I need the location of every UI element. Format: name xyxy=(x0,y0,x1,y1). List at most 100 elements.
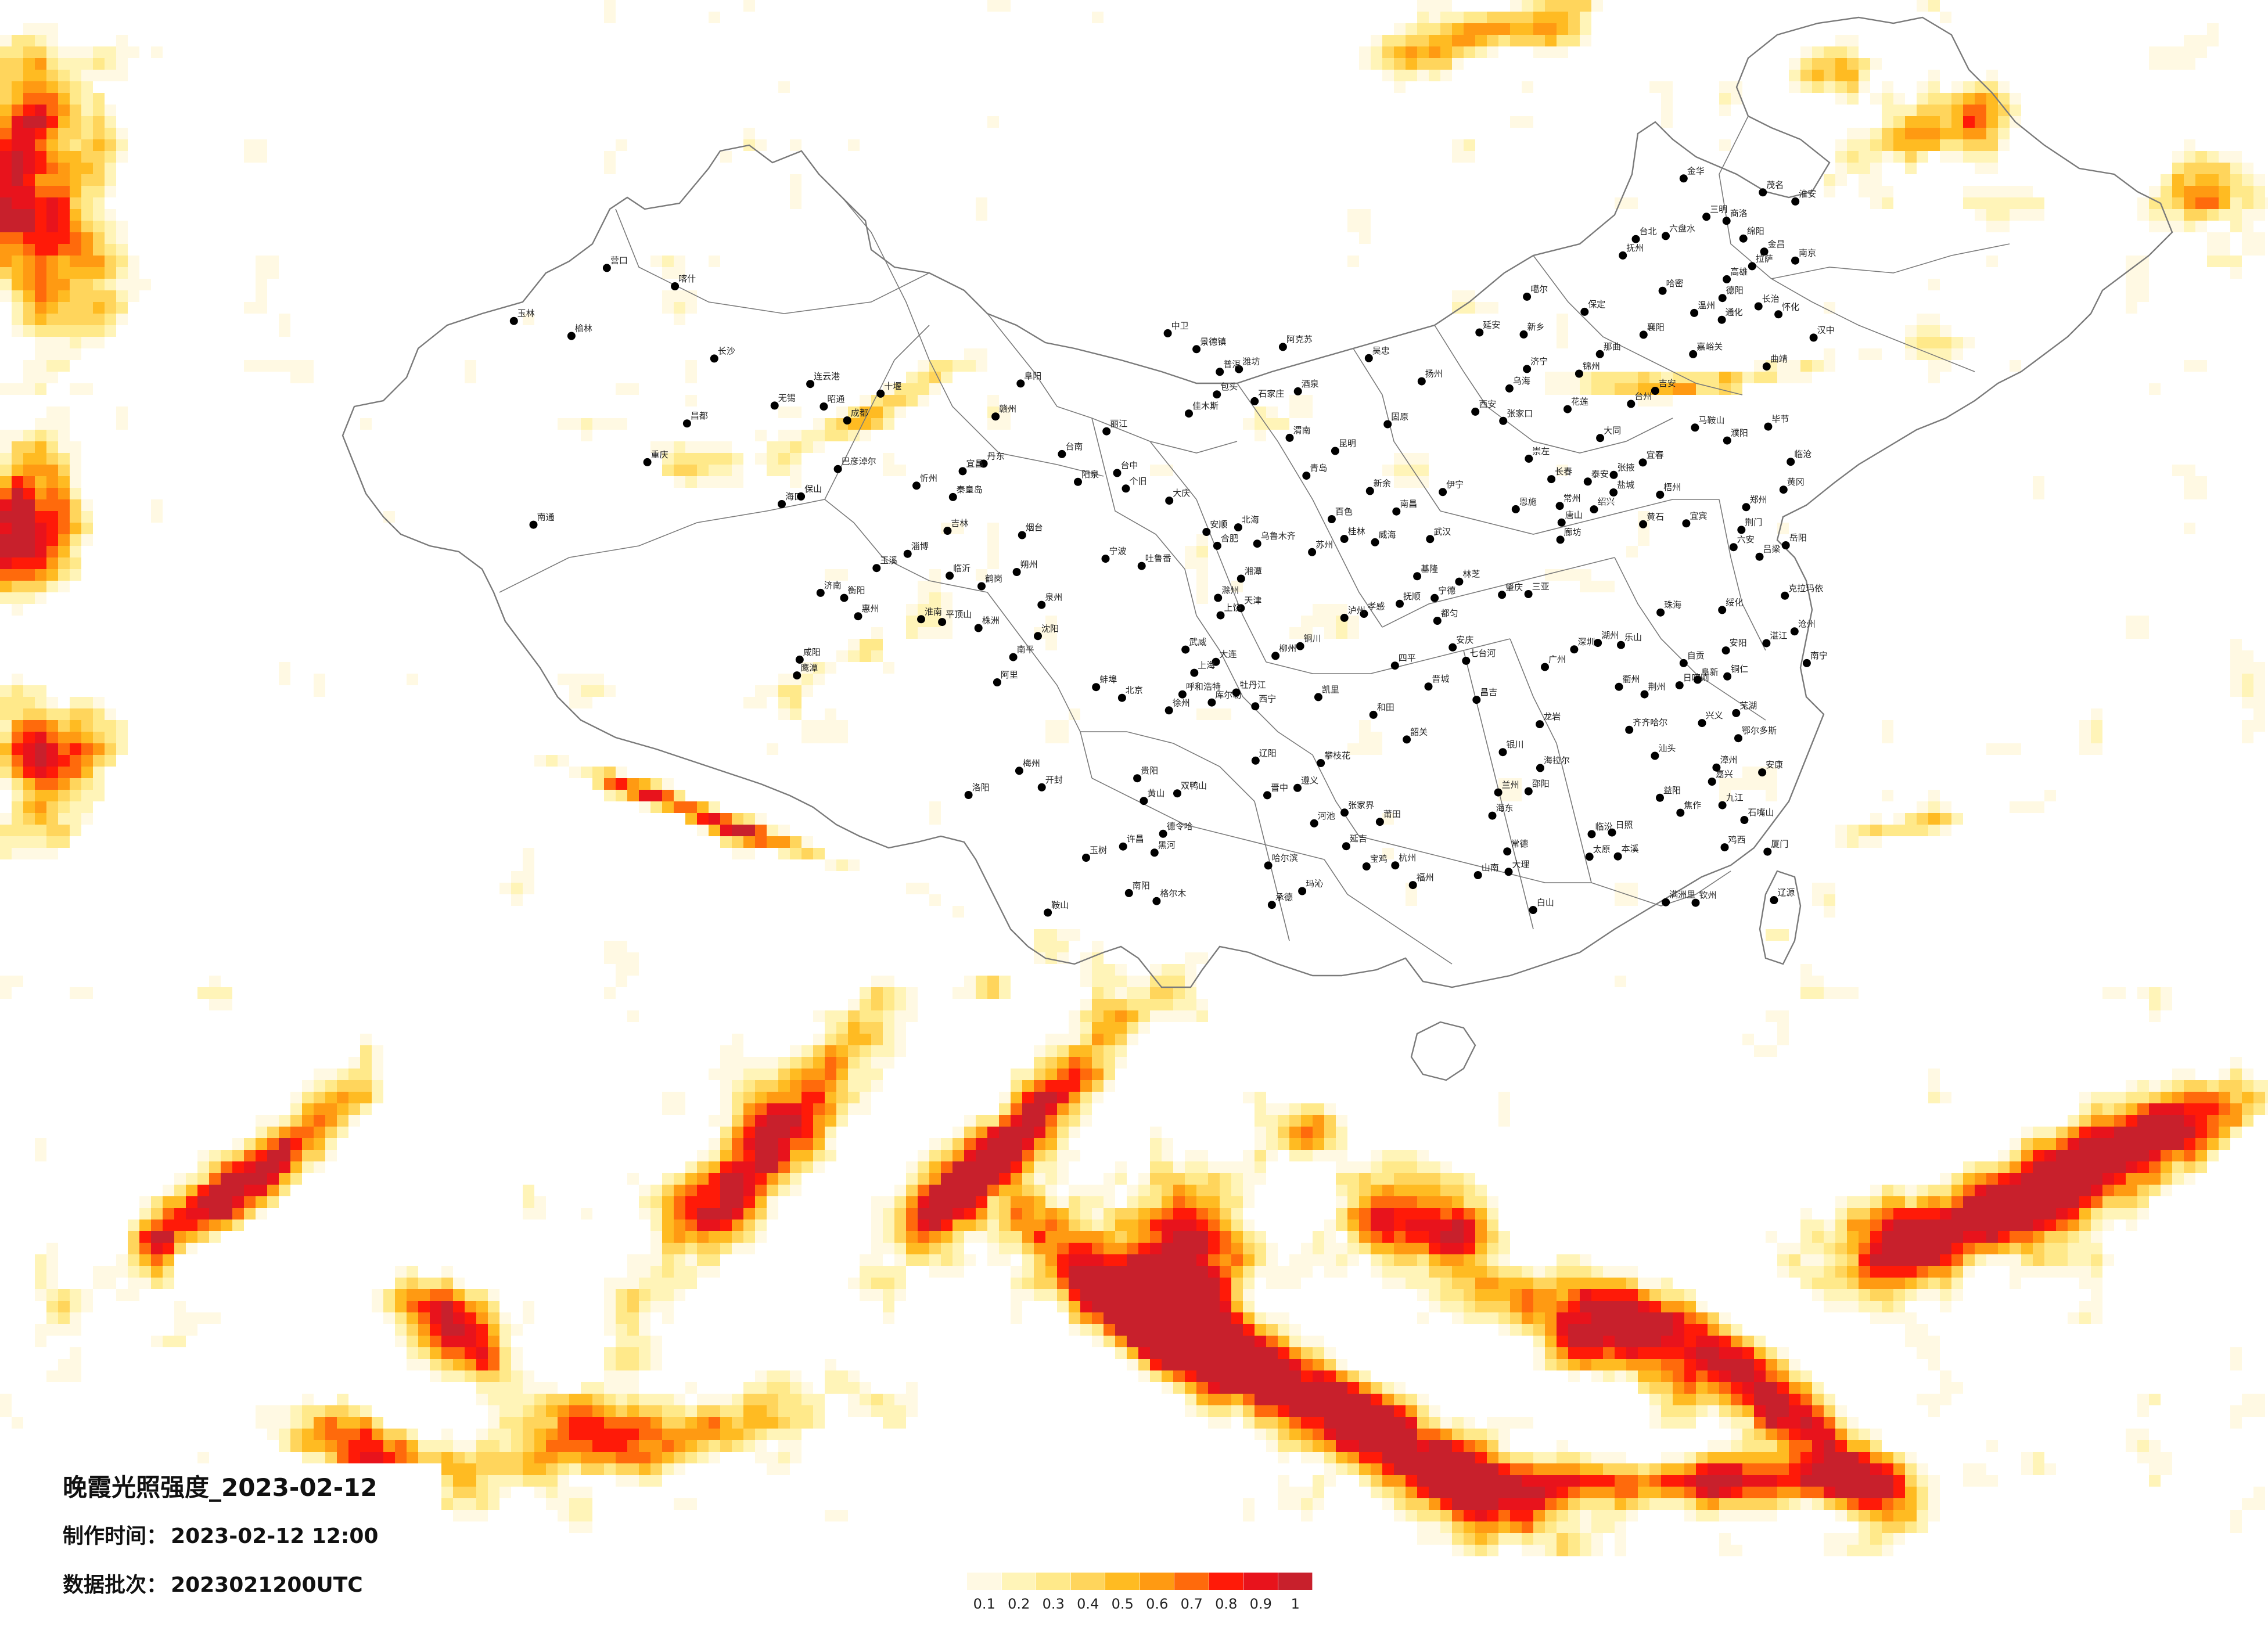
city-marker: 安庆 xyxy=(1448,635,1473,652)
city-dot xyxy=(1758,768,1767,777)
city-dot xyxy=(979,459,988,468)
city-dot xyxy=(1462,656,1471,665)
city-dot xyxy=(1575,369,1583,378)
city-label: 辽源 xyxy=(1777,887,1795,898)
city-dot xyxy=(833,465,842,473)
city-dot xyxy=(1570,645,1579,654)
city-dot xyxy=(1267,901,1276,909)
city-label: 噶尔 xyxy=(1530,284,1548,294)
city-dot xyxy=(1712,763,1721,772)
city-marker: 白山 xyxy=(1529,897,1554,914)
city-label: 崇左 xyxy=(1532,446,1550,456)
city-label: 南宁 xyxy=(1810,650,1828,661)
city-marker: 石家庄 xyxy=(1250,388,1284,405)
city-marker: 北海 xyxy=(1234,515,1259,532)
city-dot xyxy=(1342,842,1350,851)
city-marker: 阿里 xyxy=(993,670,1018,686)
city-dot xyxy=(1809,333,1818,342)
city-label: 肇庆 xyxy=(1505,582,1523,592)
city-marker: 汉中 xyxy=(1809,325,1835,342)
city-marker: 克拉玛依 xyxy=(1781,583,1823,600)
city-dot xyxy=(1754,302,1763,311)
city-label: 金华 xyxy=(1687,166,1705,176)
city-dot xyxy=(1722,217,1731,225)
city-marker: 玉树 xyxy=(1082,845,1107,862)
city-label: 哈密 xyxy=(1666,278,1684,289)
city-label: 榆林 xyxy=(575,323,592,334)
city-dot xyxy=(1448,643,1457,652)
city-dot xyxy=(1499,416,1508,425)
city-dot xyxy=(1212,657,1220,666)
city-dot xyxy=(1791,197,1800,206)
city-label: 白山 xyxy=(1537,897,1554,908)
city-dot xyxy=(1391,861,1400,870)
city-label: 扬州 xyxy=(1425,369,1443,379)
city-marker: 黄冈 xyxy=(1779,477,1805,494)
city-marker: 衡阳 xyxy=(840,585,865,602)
city-marker: 攀枝花 xyxy=(1317,750,1350,767)
city-marker: 福州 xyxy=(1408,872,1434,890)
city-dot xyxy=(1583,477,1592,486)
city-dot xyxy=(1383,420,1392,429)
city-marker: 恩施 xyxy=(1511,497,1537,513)
city-markers: 克拉玛依伊宁昌吉乌鲁木齐吐鲁番哈密库尔勒阿克苏喀什和田噶尔德令哈嘉峪关酒泉金昌张… xyxy=(509,166,1835,917)
city-dot xyxy=(1164,706,1173,715)
city-dot xyxy=(1082,854,1090,862)
city-label: 鹰潭 xyxy=(800,663,818,673)
city-label: 保山 xyxy=(804,484,822,494)
city-dot xyxy=(1471,407,1480,416)
city-marker: 兴义 xyxy=(1698,710,1723,728)
city-marker: 滁州 xyxy=(1214,585,1239,602)
city-dot xyxy=(943,527,952,535)
city-label: 绥化 xyxy=(1726,597,1743,607)
city-dot xyxy=(1178,690,1187,699)
city-marker: 兰州 xyxy=(1494,780,1519,797)
city-dot xyxy=(1656,490,1665,499)
city-dot xyxy=(1732,708,1741,717)
city-dot xyxy=(1214,593,1223,602)
city-dot xyxy=(1302,472,1311,480)
city-dot xyxy=(1557,518,1566,527)
legend-swatch xyxy=(1278,1573,1313,1590)
city-marker: 惠州 xyxy=(854,603,879,621)
city-dot xyxy=(1293,387,1302,395)
city-label: 南通 xyxy=(537,512,555,523)
city-label: 酒泉 xyxy=(1302,379,1319,389)
city-dot xyxy=(1202,528,1211,536)
city-dot xyxy=(1764,422,1773,431)
city-dot xyxy=(1739,234,1748,243)
city-marker: 蚌埠 xyxy=(1092,674,1117,692)
city-marker: 延吉 xyxy=(1342,833,1367,851)
city-label: 毕节 xyxy=(1771,414,1789,425)
city-label: 石嘴山 xyxy=(1748,807,1774,818)
city-marker: 乐山 xyxy=(1617,632,1642,649)
city-dot xyxy=(1250,397,1259,405)
city-label: 湘潭 xyxy=(1245,566,1262,577)
city-label: 张家界 xyxy=(1348,800,1374,810)
city-marker: 景德镇 xyxy=(1192,336,1226,354)
city-dot xyxy=(797,492,806,501)
city-marker: 鹤岗 xyxy=(977,574,1002,591)
city-marker: 泸州 xyxy=(1340,605,1365,622)
city-marker: 宜宾 xyxy=(1682,510,1707,528)
city-label: 大理 xyxy=(1512,859,1530,869)
city-marker: 梧州 xyxy=(1656,482,1681,499)
city-marker: 郑州 xyxy=(1742,494,1767,512)
city-marker: 杭州 xyxy=(1391,852,1416,870)
data-batch-label: 数据批次： xyxy=(63,1573,168,1597)
city-dot xyxy=(1723,275,1731,283)
city-dot xyxy=(1760,247,1769,256)
city-dot xyxy=(1511,505,1520,513)
city-label: 十堰 xyxy=(884,381,901,391)
city-label: 鸡西 xyxy=(1728,834,1746,845)
city-label: 潍坊 xyxy=(1242,357,1260,367)
city-dot xyxy=(1472,696,1481,704)
city-marker: 昆明 xyxy=(1331,438,1356,455)
city-marker: 孝感 xyxy=(1360,601,1385,618)
city-label: 武汉 xyxy=(1433,526,1451,537)
city-label: 乐山 xyxy=(1624,632,1642,643)
city-dot xyxy=(1371,538,1379,546)
city-dot xyxy=(1541,663,1549,671)
city-dot xyxy=(1740,816,1749,824)
